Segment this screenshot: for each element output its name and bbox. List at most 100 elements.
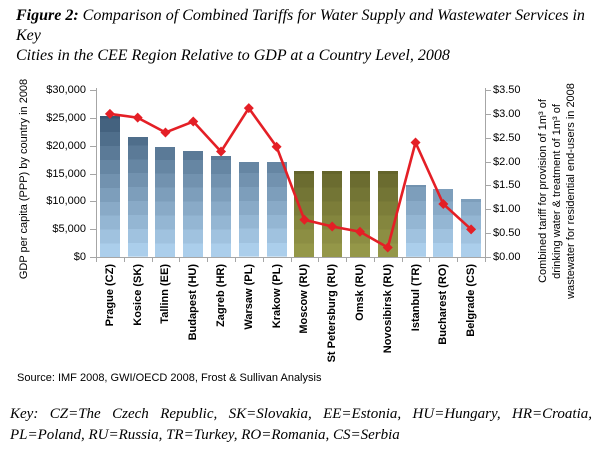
bar-st-petersburg-ru- <box>322 170 343 257</box>
left-axis-tick-label: $0 <box>73 251 86 263</box>
left-axis-tick <box>90 229 96 231</box>
x-label-prague-cz-: Prague (CZ) <box>103 264 116 327</box>
x-axis-tick <box>123 257 125 262</box>
x-axis-tick <box>151 257 153 262</box>
left-axis-tick-label: $10,000 <box>46 195 86 208</box>
tariff-line <box>109 105 472 250</box>
left-axis-tick-label: $25,000 <box>46 111 86 124</box>
x-label-budapest-hu-: Budapest (HU) <box>187 264 200 341</box>
x-label-belgrade-cs-: Belgrade (CS) <box>465 264 478 337</box>
tariff-marker-prague-cz- <box>104 108 115 119</box>
x-label-moscow-ru-: Moscow (RU) <box>298 264 311 334</box>
combo-chart: GDP per capita (PPP) by country in 2008 … <box>0 78 600 370</box>
tariff-marker-bucharest-ro- <box>438 199 449 210</box>
bar-zagreb-hr- <box>211 155 232 257</box>
right-axis-tick <box>485 90 491 91</box>
x-label-zagreb-hr-: Zagreb (HR) <box>215 264 228 327</box>
bar-kosice-sk- <box>127 137 148 257</box>
tariff-marker-moscow-ru- <box>299 214 310 225</box>
right-axis-tick-label: $2.50 <box>493 131 521 144</box>
x-axis-tick <box>290 257 292 262</box>
tariff-marker-st-petersburg-ru- <box>327 221 338 232</box>
x-label-tallinn-ee-: Tallinn (EE) <box>159 264 172 324</box>
x-axis-tick <box>346 257 348 262</box>
right-axis-tick-label: $1.00 <box>493 203 521 216</box>
left-axis-tick <box>90 201 96 203</box>
right-axis-tick-label: $0.50 <box>493 227 521 240</box>
right-axis-tick-label: $1.50 <box>493 179 521 192</box>
right-axis-title-line2: drinking water & treatment of 1m³ of <box>551 103 563 279</box>
bar-novosibirsk-ru- <box>377 170 398 257</box>
right-axis-tick <box>485 137 491 139</box>
tariff-marker-istanbul-tr- <box>410 137 421 148</box>
bar-istanbul-tr- <box>405 185 426 257</box>
x-axis-tick <box>96 257 97 262</box>
left-axis-tick <box>90 173 96 175</box>
x-axis-tick <box>318 257 320 262</box>
x-axis-tick <box>207 257 209 262</box>
source-note: Source: IMF 2008, GWI/OECD 2008, Frost &… <box>17 372 322 384</box>
left-axis-tick <box>90 117 96 119</box>
left-axis-line <box>96 88 97 258</box>
right-axis-tick-label: $3.00 <box>493 107 521 120</box>
x-label-warsaw-pl-: Warsaw (PL) <box>242 264 255 330</box>
left-axis-tick-label: $5,000 <box>52 223 86 236</box>
right-axis-tick <box>485 233 491 235</box>
bar-prague-cz- <box>99 115 120 257</box>
right-axis-tick <box>485 185 491 187</box>
tariff-marker-krakow-pl- <box>271 141 282 152</box>
x-axis-tick <box>179 257 181 262</box>
left-axis-tick-label: $30,000 <box>46 84 86 96</box>
x-axis-tick <box>457 257 459 262</box>
x-axis-tick <box>401 257 403 262</box>
x-label-krakow-pl-: Krakow (PL) <box>270 264 283 329</box>
figure-title-line2: Cities in the CEE Region Relative to GDP… <box>16 47 450 64</box>
bar-tallinn-ee- <box>155 146 176 257</box>
figure-number: Figure 2: <box>16 7 79 24</box>
x-label-omsk-ru-: Omsk (RU) <box>353 264 366 321</box>
left-axis-tick <box>90 90 96 91</box>
left-axis-tick-label: $15,000 <box>46 167 86 180</box>
x-label-istanbul-tr-: Istanbul (TR) <box>409 264 422 332</box>
right-axis-title-line3: wastewater for residential end-users in … <box>565 83 577 299</box>
left-axis-tick-label: $20,000 <box>46 139 86 152</box>
right-axis-tick-label: $3.50 <box>493 84 521 96</box>
right-axis-tick-label: $2.00 <box>493 155 521 168</box>
right-axis-tick <box>485 257 491 258</box>
figure-title: Figure 2: Comparison of Combined Tariffs… <box>16 6 592 66</box>
x-label-novosibirsk-ru-: Novosibirsk (RU) <box>381 264 394 354</box>
left-axis-tick <box>90 145 96 147</box>
left-axis-tick <box>90 257 96 258</box>
tariff-marker-budapest-hu- <box>188 116 199 127</box>
x-axis-tick <box>485 257 486 262</box>
tariff-marker-novosibirsk-ru- <box>382 242 393 253</box>
x-label-bucharest-ro-: Bucharest (RO) <box>437 264 450 345</box>
x-label-st-petersburg-ru-: St Petersburg (RU) <box>326 264 339 363</box>
bar-budapest-hu- <box>183 150 204 257</box>
tariff-line-layer <box>104 103 477 253</box>
key-note: Key: CZ=The Czech Republic, SK=Slovakia,… <box>10 406 592 443</box>
right-axis-tick <box>485 113 491 115</box>
tariff-marker-kosice-sk- <box>132 112 143 123</box>
x-axis-tick <box>373 257 375 262</box>
tariff-marker-warsaw-pl- <box>243 103 254 114</box>
tariff-marker-omsk-ru- <box>354 226 365 237</box>
tariff-marker-tallinn-ee- <box>160 127 171 138</box>
x-axis-tick <box>262 257 264 262</box>
figure-title-line1: Comparison of Combined Tariffs for Water… <box>16 7 585 44</box>
bar-bucharest-ro- <box>433 189 454 257</box>
bar-moscow-ru- <box>294 170 315 257</box>
right-axis-tick-label: $0.00 <box>493 251 521 263</box>
x-axis-tick <box>234 257 236 262</box>
right-axis-tick <box>485 209 491 211</box>
x-axis-tick <box>429 257 431 262</box>
right-axis-tick <box>485 161 491 163</box>
tariff-marker-belgrade-cs- <box>466 224 477 235</box>
right-axis-title: Combined tariff for provision of 1m³ of d… <box>536 83 578 299</box>
bar-krakow-pl- <box>266 162 287 257</box>
bar-warsaw-pl- <box>238 162 259 257</box>
tariff-marker-zagreb-hr- <box>216 146 227 157</box>
x-label-kosice-sk-: Kosice (SK) <box>131 264 144 326</box>
right-axis-line <box>485 88 486 258</box>
